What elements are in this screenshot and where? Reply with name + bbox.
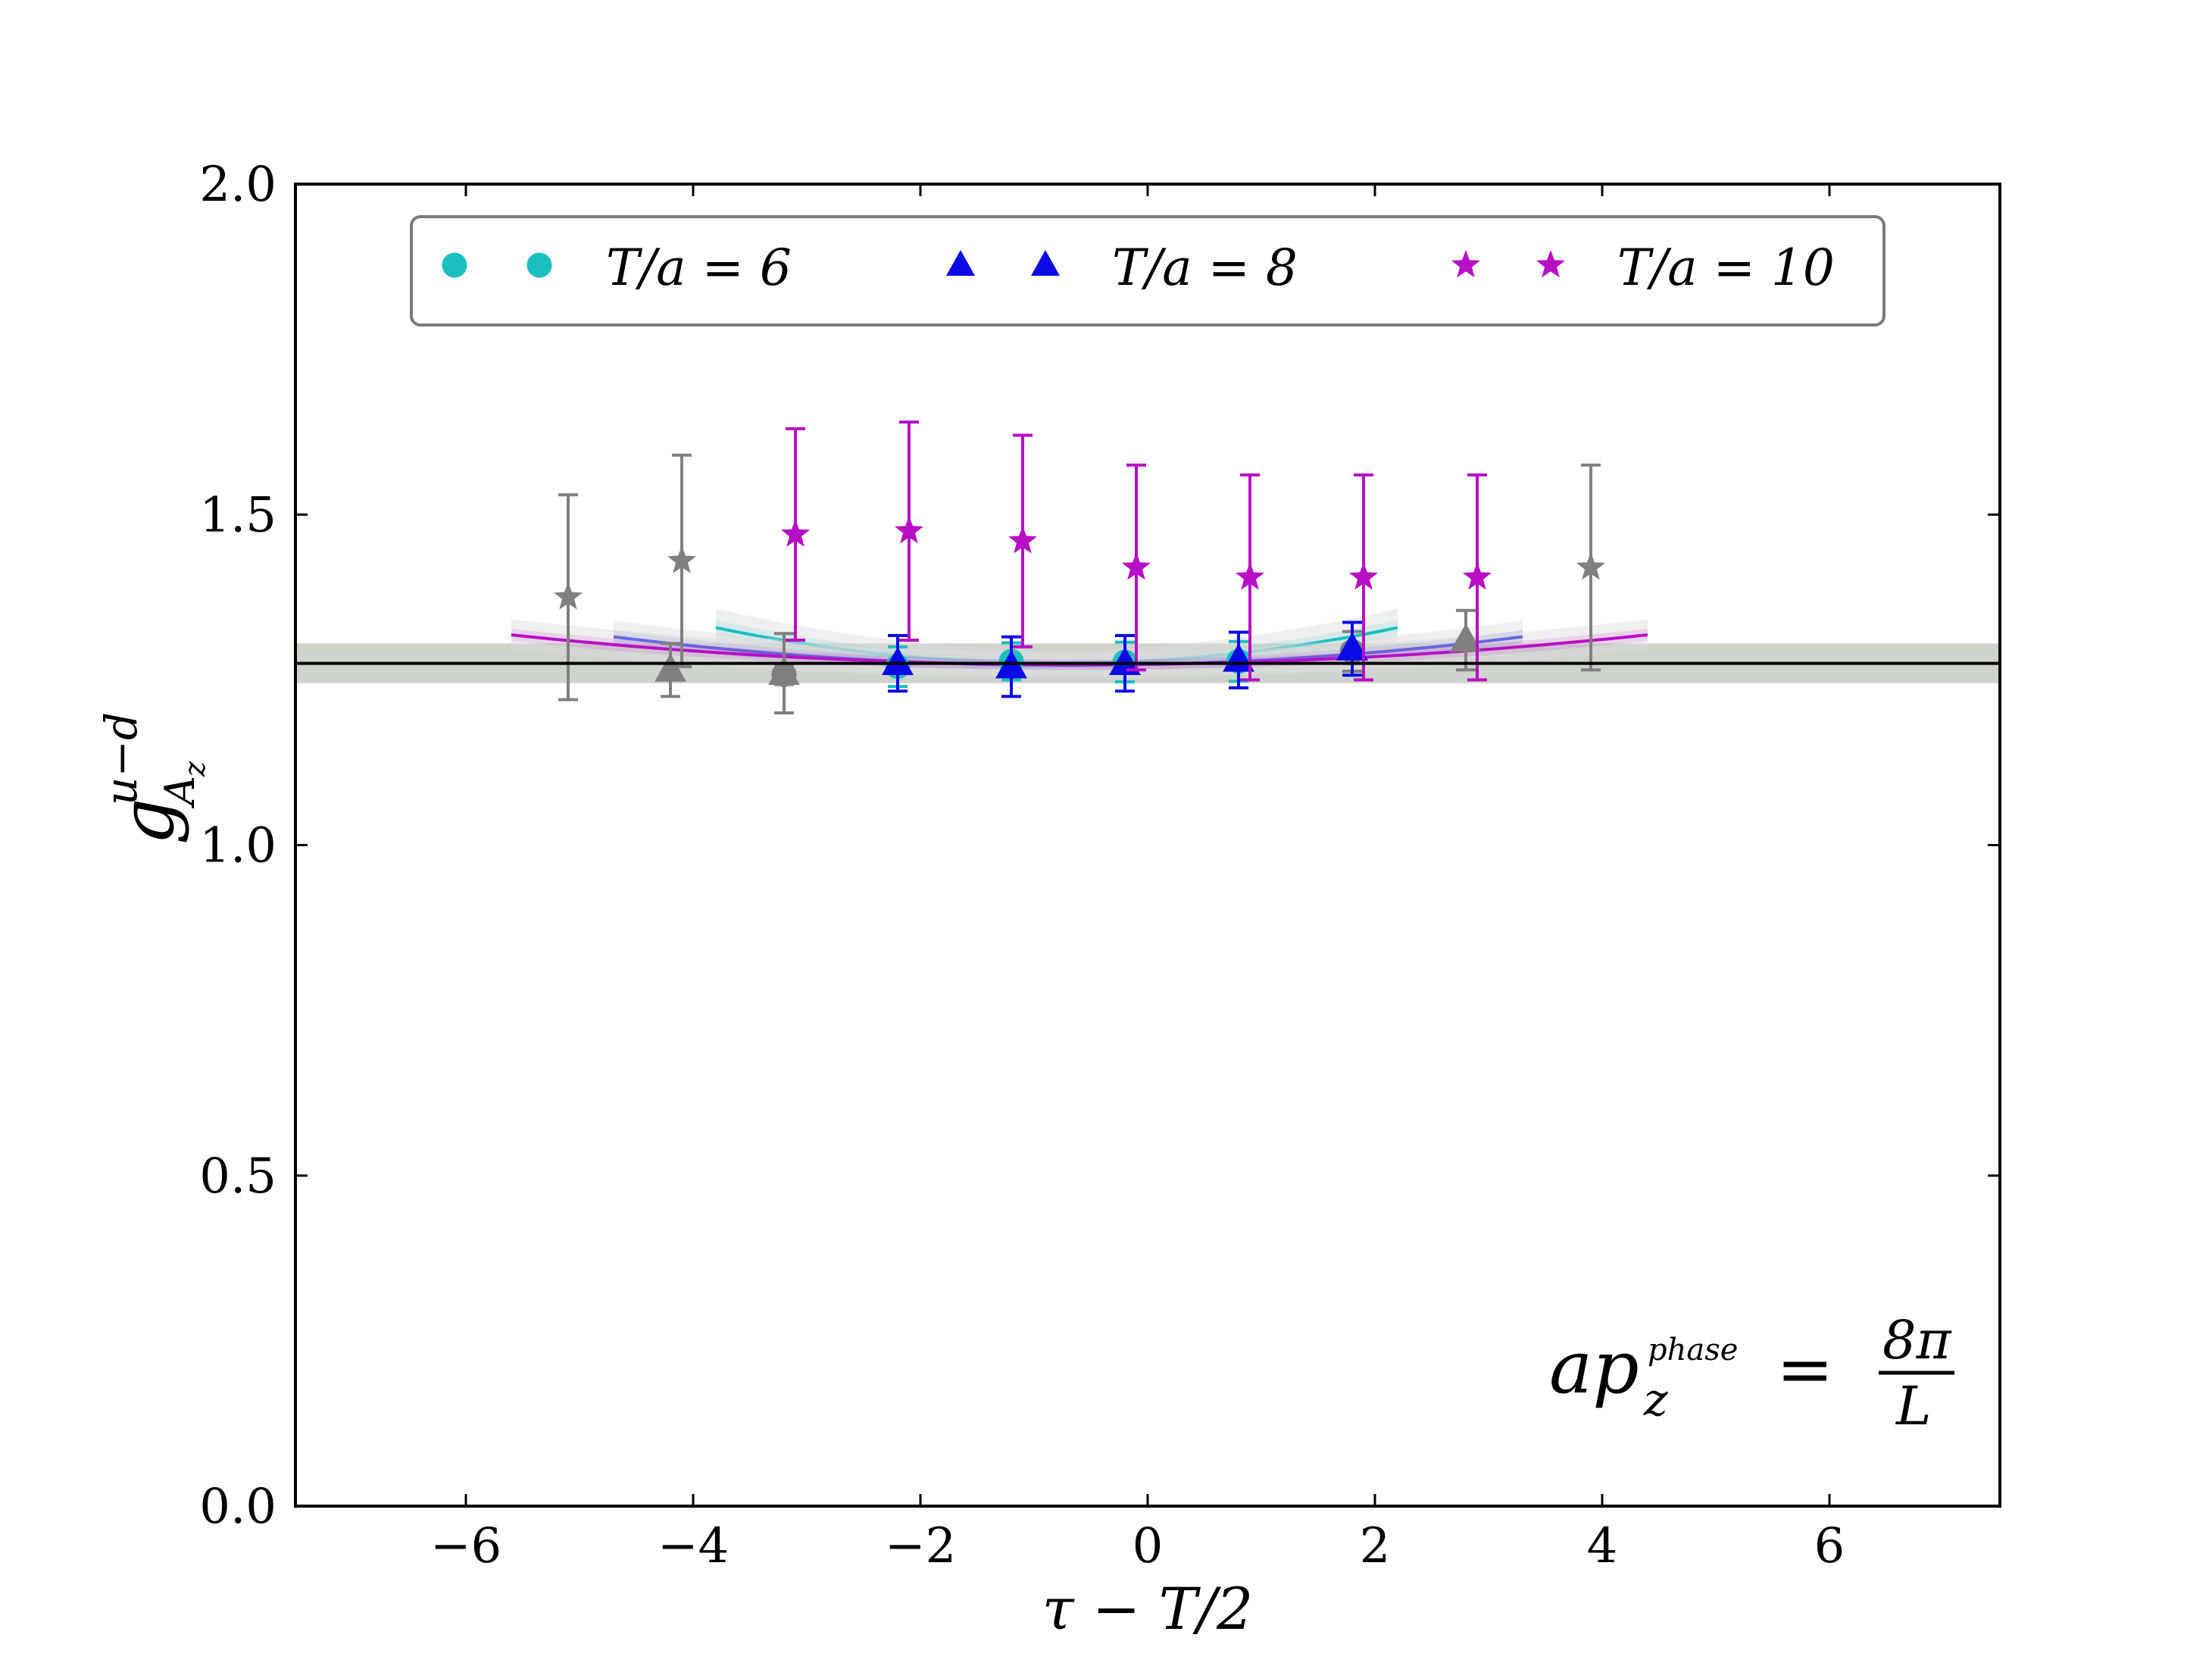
marker-s2-2 xyxy=(780,519,811,547)
legend-label-t8: T/a = 8 xyxy=(1112,239,1298,297)
data-point-s2-0 xyxy=(553,493,583,702)
data-point-s1-0 xyxy=(655,642,686,699)
annotation-equals: = xyxy=(1776,1330,1833,1409)
momentum-annotation: ap phase z = 8π L xyxy=(1549,1309,1954,1437)
data-point-s1-7 xyxy=(1450,608,1482,672)
data-point-s2-6 xyxy=(1235,473,1265,682)
marker-s1-0 xyxy=(655,653,686,682)
legend: T/a = 6 T/a = 8 T/a = 10 xyxy=(410,215,1886,327)
marker-s1-4 xyxy=(1109,646,1141,675)
marker-s1-2 xyxy=(882,646,914,675)
y-axis-label-subsub: z xyxy=(178,761,211,777)
data-point-s2-7 xyxy=(1348,473,1379,682)
data-point-s1-1 xyxy=(768,632,800,714)
marker-s1-7 xyxy=(1450,624,1482,652)
y-tick-label-2: 1.0 xyxy=(199,818,276,874)
marker-s2-8 xyxy=(1462,562,1492,590)
x-axis-label: τ − T/2 xyxy=(1042,1575,1254,1642)
legend-label-t6: T/a = 6 xyxy=(606,239,792,297)
y-tick-label-0: 0.0 xyxy=(199,1479,276,1535)
legend-label-t10: T/a = 10 xyxy=(1617,239,1835,297)
legend-box xyxy=(410,215,1886,327)
legend-marker-0-1 xyxy=(526,252,552,278)
data-point-s2-9 xyxy=(1576,463,1606,672)
y-axis-label-sub: A xyxy=(156,776,204,809)
y-tick-label-3: 1.5 xyxy=(199,487,276,543)
marker-s2-3 xyxy=(894,516,924,544)
x-tick-label-6: 6 xyxy=(1814,1518,1845,1574)
y-axis-label-sup: u−d xyxy=(95,712,147,805)
x-tick-label-0: −6 xyxy=(430,1518,501,1574)
data-point-s2-2 xyxy=(780,427,811,642)
marker-s2-0 xyxy=(553,582,583,610)
y-axis-title: g u−d A z xyxy=(95,712,211,845)
plot-background xyxy=(295,184,2000,1506)
data-point-s2-5 xyxy=(1121,463,1151,672)
y-tick-label-4: 2.0 xyxy=(199,157,276,213)
marker-s2-9 xyxy=(1576,552,1606,580)
data-point-s2-4 xyxy=(1008,433,1038,649)
data-point-s1-6 xyxy=(1336,620,1368,677)
legend-marker-2-1 xyxy=(1536,250,1566,278)
data-point-s2-8 xyxy=(1462,473,1492,682)
marker-s2-1 xyxy=(667,545,697,574)
y-axis-label-base: g xyxy=(105,799,190,845)
legend-marker-0-0 xyxy=(442,252,467,278)
x-tick-label-4: 2 xyxy=(1360,1518,1391,1574)
x-tick-label-2: −2 xyxy=(885,1518,956,1574)
y-tick-label-1: 0.5 xyxy=(199,1149,276,1205)
marker-s2-4 xyxy=(1008,526,1038,554)
legend-markers xyxy=(442,250,1566,278)
annotation-sub: z xyxy=(1643,1374,1668,1427)
legend-marker-1-1 xyxy=(1031,250,1060,276)
marker-s1-6 xyxy=(1336,632,1368,661)
x-tick-label-5: 4 xyxy=(1587,1518,1618,1574)
marker-s2-7 xyxy=(1348,562,1379,590)
x-tick-label-3: 0 xyxy=(1133,1518,1164,1574)
annotation-sup: phase xyxy=(1648,1333,1738,1367)
legend-marker-1-0 xyxy=(946,250,975,276)
x-tick-label-1: −4 xyxy=(658,1518,729,1574)
data-points xyxy=(553,420,1606,714)
data-point-s2-3 xyxy=(894,420,924,642)
fit-inner-band-0 xyxy=(716,620,1398,668)
marker-s2-6 xyxy=(1235,562,1265,590)
marker-s1-1 xyxy=(768,656,800,686)
x-axis-title: τ − T/2 xyxy=(1042,1575,1254,1642)
annotation-denominator: L xyxy=(1895,1375,1931,1437)
annotation-numerator: 8π xyxy=(1882,1309,1953,1371)
axis-ticks: −6 −4 −2 0 2 4 6 0.0 0.5 1.0 1.5 2.0 xyxy=(199,157,2000,1574)
marker-s2-5 xyxy=(1121,552,1151,580)
data-point-s2-1 xyxy=(667,453,697,668)
legend-marker-2-0 xyxy=(1451,250,1481,278)
annotation-lhs: ap xyxy=(1549,1325,1639,1410)
